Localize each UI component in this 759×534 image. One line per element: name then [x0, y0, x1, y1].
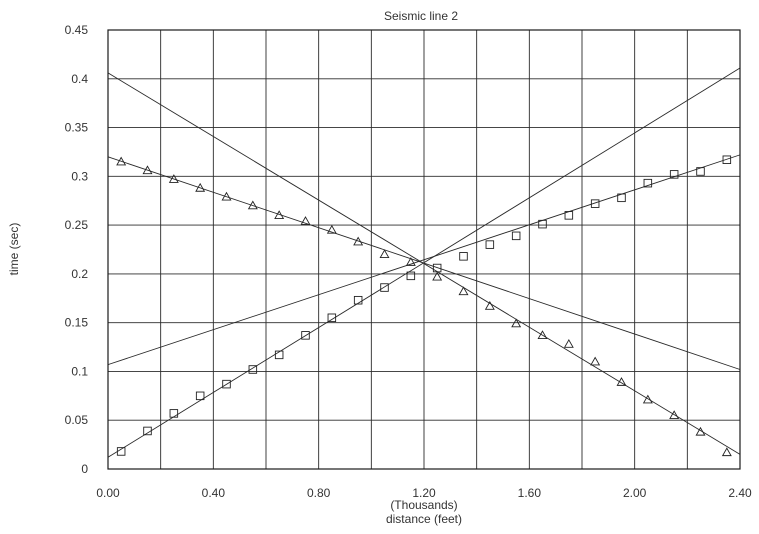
x-tick-label: 0.00 [96, 486, 120, 500]
x-tick-label: 1.60 [518, 486, 542, 500]
y-axis-label: time (sec) [7, 223, 21, 276]
y-tick-label: 0.15 [65, 316, 89, 330]
x-axis-label: distance (feet) [386, 512, 462, 526]
square-marker [485, 240, 495, 249]
grid [108, 30, 740, 469]
x-tick-label: 2.00 [623, 486, 647, 500]
square-marker [301, 331, 310, 340]
square-marker [248, 365, 258, 374]
triangle-marker [590, 356, 601, 366]
square-marker [406, 271, 416, 281]
y-tick-label: 0.1 [71, 364, 88, 378]
triangle-marker [168, 174, 179, 183]
square-marker [459, 252, 468, 261]
x-tick-label: 1.20 [412, 486, 436, 500]
triangle-marker [300, 216, 311, 225]
fit-line-2 [107, 72, 741, 455]
triangle-marker [669, 410, 680, 419]
square-marker [722, 155, 732, 164]
triangle-marker [405, 257, 416, 266]
square-marker [590, 199, 600, 208]
y-tick-label: 0.3 [71, 169, 88, 183]
square-marker [511, 231, 521, 241]
square-marker [564, 211, 574, 220]
triangle-marker [274, 210, 285, 220]
x-tick-labels: 0.00 0.40 0.80 1.20 1.60 2.00 2.40 [96, 486, 752, 500]
triangle-marker [563, 339, 574, 348]
square-marker [432, 263, 442, 273]
y-tick-label: 0.05 [65, 413, 89, 427]
triangle-marker [379, 249, 390, 259]
triangle-marker [326, 224, 337, 234]
square-marker [195, 391, 205, 401]
x-tick-label: 0.40 [202, 486, 226, 500]
square-marker [274, 350, 284, 360]
square-marker [222, 379, 231, 389]
triangle-marker [721, 447, 732, 457]
triangle-marker [195, 182, 206, 192]
fit-line-3 [107, 154, 741, 366]
x-unit-label: (Thousands) [390, 498, 457, 512]
square-marker [696, 167, 705, 176]
square-marker [169, 409, 179, 418]
y-tick-label: 0.35 [65, 121, 89, 135]
triangle-marker [537, 330, 548, 339]
square-marker [380, 283, 389, 292]
square-marker [327, 313, 337, 323]
triangle-marker [458, 286, 469, 296]
triangle-marker [695, 426, 706, 436]
fit-lines [107, 67, 741, 458]
square-marker [143, 426, 152, 436]
triangle-marker [353, 236, 364, 246]
square-marker [617, 193, 626, 203]
square-marker [353, 295, 363, 305]
square-marker [538, 219, 547, 229]
y-tick-label: 0.4 [71, 72, 88, 86]
triangle-marker [484, 300, 495, 310]
square-marker [116, 447, 126, 456]
triangle-marker [642, 394, 653, 404]
square-marker [669, 170, 679, 179]
y-tick-label: 0 [81, 462, 88, 476]
chart-title: Seismic line 2 [384, 9, 458, 23]
triangle-marker [221, 191, 232, 201]
triangle-marker [247, 200, 258, 210]
y-tick-label: 0.25 [65, 218, 89, 232]
triangle-marker [432, 271, 443, 281]
triangle-marker [511, 318, 522, 328]
triangle-marker [116, 156, 127, 166]
plot-frame [107, 29, 741, 470]
square-marker [643, 178, 653, 188]
fit-line-4 [107, 67, 741, 458]
x-tick-label: 0.80 [307, 486, 331, 500]
triangle-marker [142, 165, 153, 175]
x-tick-label: 2.40 [728, 486, 752, 500]
triangle-marker [616, 377, 627, 386]
y-tick-labels: 0 0.05 0.1 0.15 0.2 0.25 0.3 0.35 0.4 0.45 [65, 23, 89, 476]
data-markers [116, 155, 732, 457]
y-tick-label: 0.45 [65, 23, 89, 37]
y-tick-label: 0.2 [71, 267, 88, 281]
